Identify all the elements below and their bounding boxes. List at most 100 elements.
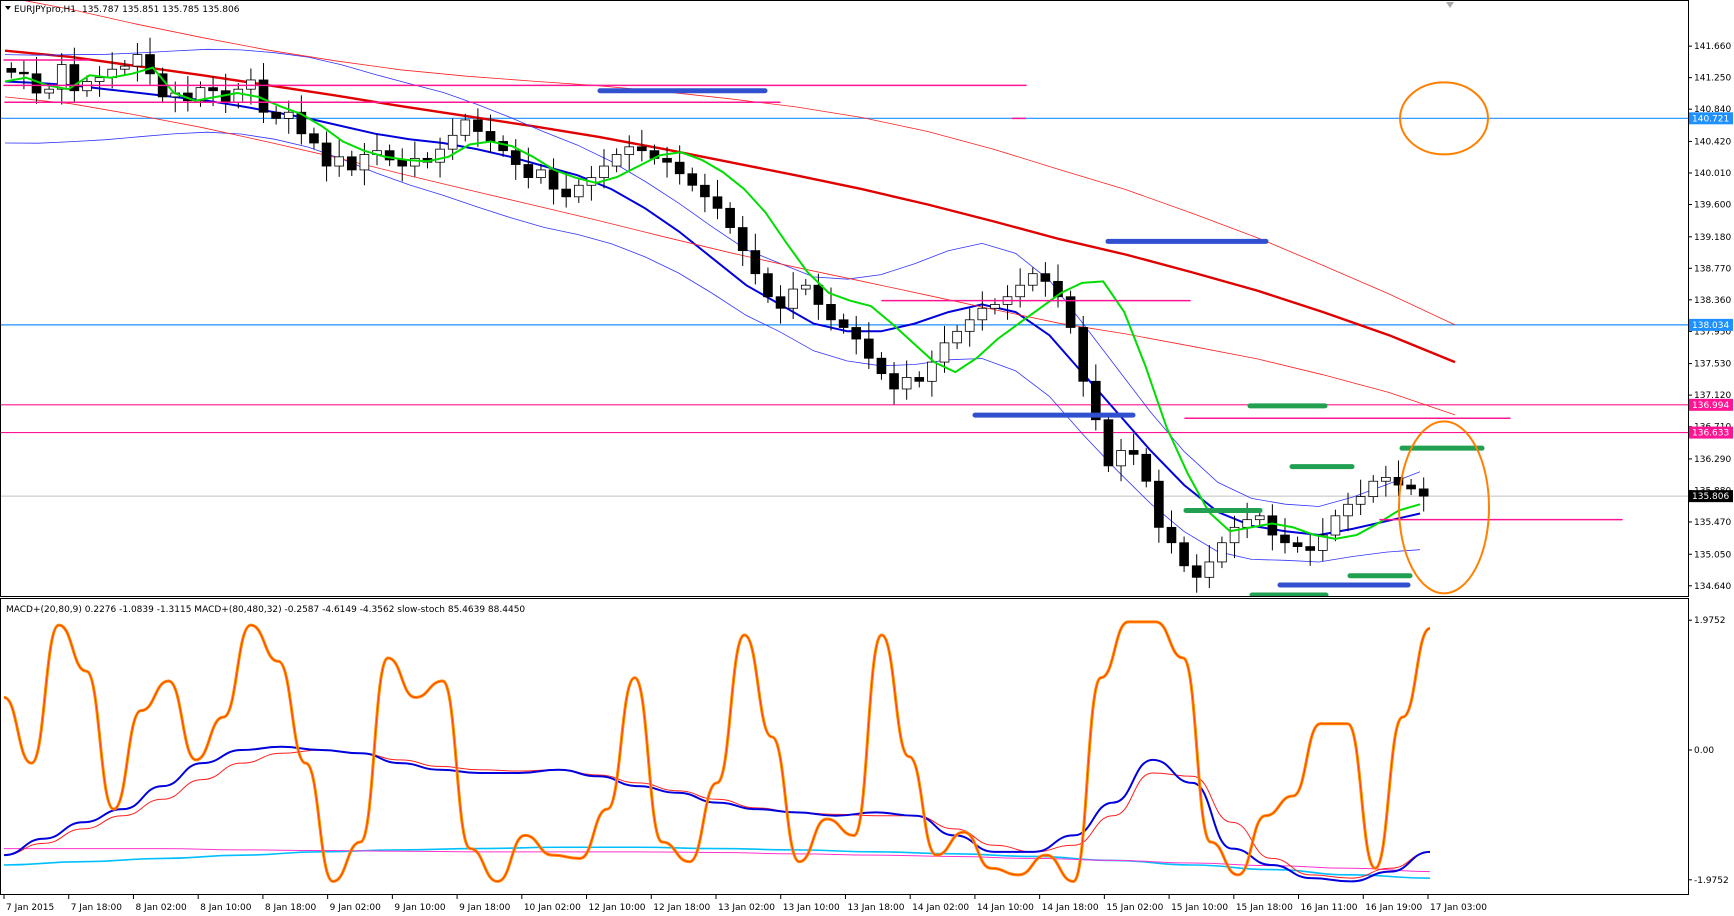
candle-body — [763, 273, 773, 298]
price-tick-label: 136.290 — [1694, 455, 1731, 465]
ohlc-header: 135.787 135.851 135.785 135.806 — [82, 5, 240, 15]
candle-body — [1141, 453, 1152, 482]
time-tick-label: 15 Jan 18:00 — [1236, 903, 1293, 913]
menu-triangle-icon[interactable] — [5, 6, 11, 10]
candle-body — [321, 142, 332, 167]
candle-body — [1179, 542, 1189, 567]
series-line-stoch-signal — [3, 621, 1431, 882]
candle-body — [119, 65, 130, 70]
candle-body — [1305, 546, 1316, 551]
candle-body — [662, 157, 672, 163]
candle-body — [1166, 526, 1177, 544]
candle-body — [397, 159, 408, 167]
candle-body — [750, 250, 761, 275]
price-level-label: 138.034 — [1692, 321, 1729, 331]
candle-body — [56, 64, 67, 90]
current-price-label: 135.806 — [1692, 492, 1729, 502]
candle-body — [1103, 419, 1114, 467]
price-tick-label: 135.050 — [1694, 550, 1731, 560]
price-tick-label: 140.840 — [1694, 105, 1731, 115]
candle-body — [523, 164, 534, 178]
time-tick-label: 8 Jan 02:00 — [135, 903, 187, 913]
candle-body — [952, 330, 962, 344]
series-line-upper-envelope — [24, 1, 1456, 326]
candle-body — [1393, 476, 1404, 486]
time-tick-label: 8 Jan 18:00 — [265, 903, 317, 913]
candle-body — [460, 119, 471, 136]
time-tick-label: 13 Jan 18:00 — [847, 903, 904, 913]
time-tick-label: 13 Jan 10:00 — [783, 903, 840, 913]
candle-body — [700, 184, 710, 198]
candle-body — [19, 71, 29, 75]
candle-body — [346, 156, 357, 171]
candle-body — [1229, 526, 1240, 544]
candle-body — [1053, 280, 1063, 298]
candle-body — [788, 288, 798, 309]
candle-body — [69, 64, 80, 92]
time-tick-label: 16 Jan 19:00 — [1365, 903, 1422, 913]
candle-body — [561, 188, 571, 198]
candle-body — [1317, 534, 1328, 551]
price-level-badge — [1689, 112, 1733, 125]
candle-body — [573, 184, 584, 198]
candle-body — [1343, 503, 1353, 517]
price-tick-label: 137.530 — [1694, 360, 1731, 370]
scroll-marker-icon[interactable] — [1446, 2, 1454, 8]
candle-body — [1217, 542, 1227, 563]
price-level-label: 136.633 — [1692, 429, 1729, 439]
candle-body — [939, 342, 950, 363]
candle-body — [1065, 296, 1076, 328]
candle-body — [914, 377, 925, 382]
candle-body — [132, 54, 143, 67]
indicator-tick-label: 0.00 — [1694, 746, 1714, 756]
price-tick-label: 140.010 — [1694, 169, 1731, 179]
time-tick-label: 12 Jan 18:00 — [653, 903, 710, 913]
price-level-badge — [1689, 398, 1733, 411]
time-tick-label: 17 Jan 03:00 — [1430, 903, 1487, 913]
candle-body — [1078, 327, 1089, 382]
candle-body — [1355, 496, 1366, 505]
candle-body — [510, 150, 521, 165]
time-tick-label: 9 Jan 10:00 — [394, 903, 446, 913]
time-tick-label: 16 Jan 11:00 — [1301, 903, 1358, 913]
time-tick-label: 14 Jan 18:00 — [1042, 903, 1099, 913]
candle-body — [611, 154, 622, 167]
price-level-label: 140.721 — [1692, 114, 1729, 124]
candle-body — [334, 156, 344, 167]
candle-body — [1242, 519, 1252, 528]
candle-body — [6, 68, 17, 73]
price-level-badge — [1689, 318, 1733, 331]
time-tick-label: 15 Jan 10:00 — [1171, 903, 1228, 913]
time-tick-label: 7 Jan 18:00 — [71, 903, 123, 913]
time-tick-label: 14 Jan 10:00 — [977, 903, 1034, 913]
candle-body — [246, 79, 256, 90]
time-tick-label: 8 Jan 10:00 — [200, 903, 252, 913]
candle-body — [94, 77, 105, 82]
time-tick-label: 9 Jan 18:00 — [459, 903, 511, 913]
candle-body — [927, 361, 937, 382]
time-tick-label: 13 Jan 02:00 — [718, 903, 775, 913]
candle-body — [1128, 450, 1139, 455]
candle-body — [283, 111, 294, 119]
candle-body — [447, 134, 458, 150]
series-line-green-ma — [4, 66, 1421, 540]
indicator-header: MACD+(20,80,9) 0.2276 -1.0839 -1.3115 MA… — [6, 605, 525, 615]
candle-body — [485, 131, 496, 142]
price-tick-label: 138.770 — [1694, 264, 1731, 274]
candle-body — [826, 304, 836, 321]
series-line-upper-band — [4, 48, 1421, 507]
price-tick-label: 135.470 — [1694, 518, 1731, 528]
candle-body — [1267, 515, 1278, 536]
candle-body — [599, 165, 609, 178]
candle-body — [876, 357, 887, 375]
time-tick-label: 15 Jan 02:00 — [1106, 903, 1163, 913]
price-level-label: 136.994 — [1692, 401, 1729, 411]
candle-body — [813, 284, 824, 305]
indicator-plot — [3, 620, 1431, 883]
candle-body — [435, 148, 445, 163]
candle-body — [359, 154, 370, 171]
candle-body — [1116, 450, 1126, 467]
candle-body — [44, 88, 54, 94]
candle-body — [1204, 561, 1215, 578]
